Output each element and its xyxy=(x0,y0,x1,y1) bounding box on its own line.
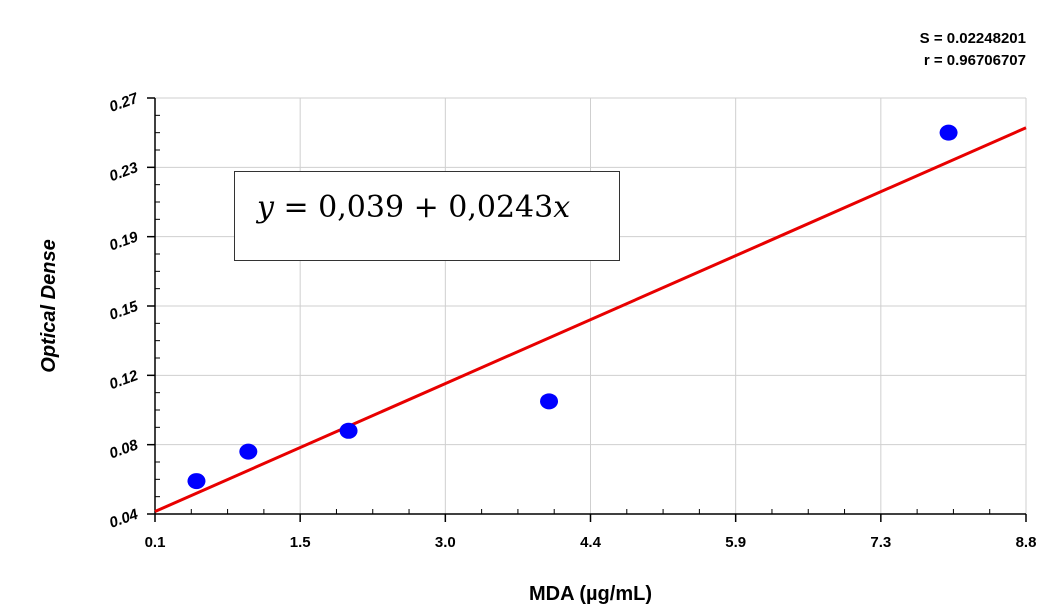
data-point xyxy=(939,124,958,141)
regression-equation-box: y = 0,039 + 0,0243x xyxy=(234,171,620,261)
fit-statistics: S = 0.02248201 r = 0.96706707 xyxy=(920,28,1026,72)
y-tick-label: 0.12 xyxy=(107,367,141,393)
data-point xyxy=(187,473,206,490)
std-error-label: S = 0.02248201 xyxy=(919,30,1026,47)
regression-equation: y = 0,039 + 0,0243x xyxy=(257,190,571,225)
y-tick-label: 0.04 xyxy=(107,506,141,532)
x-tick-label: 1.5 xyxy=(290,534,311,551)
x-tick-label: 3.0 xyxy=(435,534,456,551)
y-axis-title: Optical Dense xyxy=(38,239,60,372)
x-tick-label: 4.4 xyxy=(580,534,602,551)
regression-line xyxy=(154,126,1027,513)
y-tick-label: 0.27 xyxy=(107,90,141,116)
y-tick-label: 0.19 xyxy=(107,228,141,254)
y-tick-label: 0.23 xyxy=(107,159,141,185)
y-tick-label: 0.08 xyxy=(107,436,141,462)
x-tick-label: 0.1 xyxy=(145,534,166,551)
x-tick-label: 5.9 xyxy=(725,534,746,551)
y-tick-label: 0.15 xyxy=(107,298,141,324)
x-tick-label: 7.3 xyxy=(870,534,891,551)
x-axis-title: MDA (µg/mL) xyxy=(529,583,652,605)
x-tick-label: 8.8 xyxy=(1016,534,1037,551)
correlation-label: r = 0.96706707 xyxy=(923,52,1026,69)
data-point xyxy=(540,393,559,410)
data-point xyxy=(239,443,258,460)
data-point xyxy=(339,422,358,439)
